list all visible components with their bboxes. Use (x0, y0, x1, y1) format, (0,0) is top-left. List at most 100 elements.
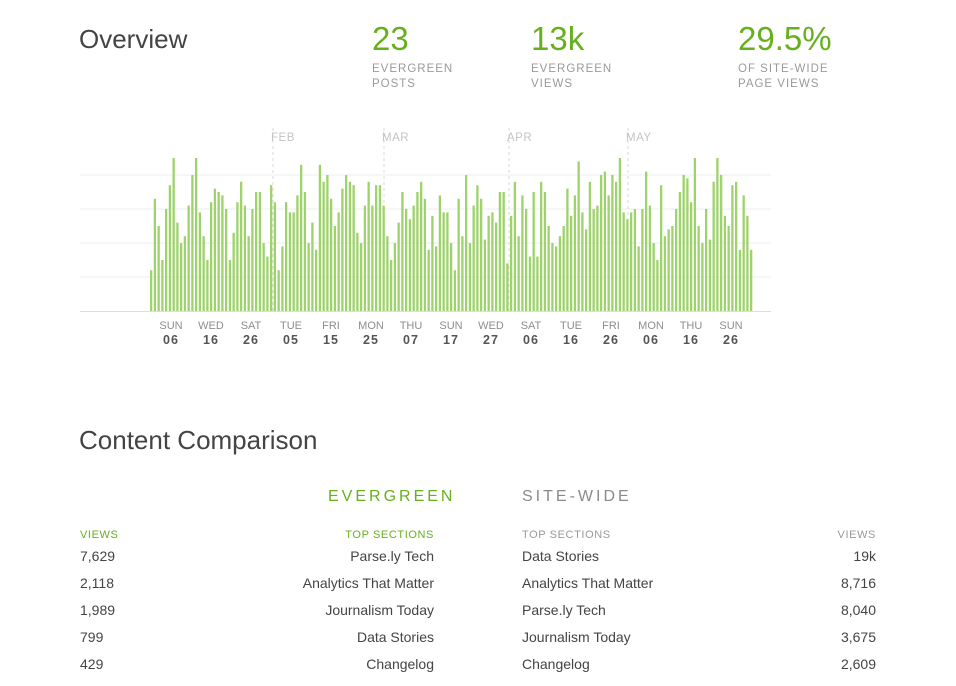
sitewide-row-section[interactable]: Journalism Today (522, 629, 631, 645)
x-tick-day: FRI (602, 320, 620, 332)
bar (562, 226, 565, 311)
bar (165, 209, 168, 311)
bar (738, 249, 742, 311)
bar (288, 212, 292, 311)
evergreen-heading: EVERGREEN (328, 488, 456, 505)
metric-views-label-line1: EVERGREEN (531, 63, 613, 75)
bar (596, 205, 599, 311)
evergreen-sections-header: TOP SECTIONS (345, 529, 434, 541)
x-tick-date: 16 (203, 333, 219, 347)
bar (442, 212, 445, 311)
bar (708, 239, 712, 311)
bar (202, 236, 205, 311)
sitewide-row-section[interactable]: Changelog (522, 656, 590, 672)
bar (371, 205, 374, 311)
bar (341, 188, 344, 311)
evergreen-row-section[interactable]: Data Stories (356, 629, 434, 645)
bar (750, 249, 753, 311)
bar (438, 195, 442, 311)
bar (652, 243, 655, 311)
bar (611, 175, 614, 311)
bar (663, 236, 667, 311)
metric-views-value: 13k (531, 20, 585, 57)
bar (701, 243, 704, 311)
evergreen-row-section[interactable]: Analytics That Matter (302, 575, 434, 591)
x-tick-day: TUE (280, 320, 302, 332)
bar (521, 195, 524, 311)
bar (667, 229, 670, 311)
bar (461, 236, 464, 311)
bar (262, 243, 265, 311)
bar (243, 205, 247, 311)
bar (540, 181, 543, 311)
bar (581, 212, 584, 311)
bar (315, 249, 318, 311)
bar (510, 215, 513, 311)
bar (682, 175, 685, 311)
bar (206, 260, 209, 311)
bar (697, 226, 700, 311)
sitewide-row-section[interactable]: Analytics That Matter (522, 575, 654, 591)
sitewide-row-section[interactable]: Parse.ly Tech (522, 602, 606, 618)
x-tick-date: 06 (163, 333, 179, 347)
bar (588, 181, 592, 311)
comparison-title: Content Comparison (79, 425, 318, 455)
bar (450, 243, 453, 311)
bar (183, 236, 187, 311)
bar (225, 209, 228, 311)
bar (547, 226, 550, 311)
x-tick-date: 16 (683, 333, 699, 347)
bar (285, 202, 288, 311)
bar (712, 181, 715, 311)
bar (648, 205, 652, 311)
x-tick-day: SUN (719, 320, 742, 332)
bar (210, 202, 213, 311)
x-tick-day: MON (638, 320, 664, 332)
bar (352, 185, 355, 311)
bar (566, 188, 569, 311)
bar (498, 192, 502, 311)
month-label: FEB (271, 132, 295, 144)
bar (412, 205, 415, 311)
evergreen-row-section[interactable]: Journalism Today (325, 602, 434, 618)
bar (472, 205, 475, 311)
bar (735, 181, 738, 311)
bar (420, 181, 423, 311)
bar (487, 215, 490, 311)
x-tick-day: SAT (521, 320, 542, 332)
bar (333, 226, 337, 311)
bar (307, 243, 310, 311)
bar (405, 209, 408, 311)
evergreen-row-section[interactable]: Parse.ly Tech (350, 548, 434, 564)
bar (423, 198, 427, 311)
bar (543, 192, 547, 311)
bar (258, 192, 262, 311)
bar (153, 198, 157, 311)
bar (322, 181, 325, 311)
x-tick-day: THU (400, 320, 423, 332)
sitewide-row-section[interactable]: Data Stories (522, 548, 600, 564)
x-tick-day: WED (478, 320, 504, 332)
bar (296, 195, 299, 311)
sitewide-heading: SITE-WIDE (522, 488, 632, 505)
bar (251, 209, 254, 311)
bar (150, 270, 153, 311)
x-tick-date: 26 (603, 333, 619, 347)
bar (615, 181, 618, 311)
bar (228, 260, 232, 311)
bar (180, 243, 183, 311)
bar (172, 158, 175, 311)
bar (360, 243, 363, 311)
evergreen-row-section[interactable]: Changelog (366, 656, 434, 672)
month-label: APR (507, 132, 532, 144)
metric-share-label-line2: PAGE VIEWS (738, 78, 820, 90)
bar (292, 212, 295, 311)
bar (266, 256, 269, 311)
bar (558, 236, 562, 311)
bar (397, 222, 400, 311)
bar (716, 158, 719, 311)
bar (720, 175, 723, 311)
bar (731, 185, 734, 311)
bar (453, 270, 457, 311)
bar (626, 219, 629, 311)
